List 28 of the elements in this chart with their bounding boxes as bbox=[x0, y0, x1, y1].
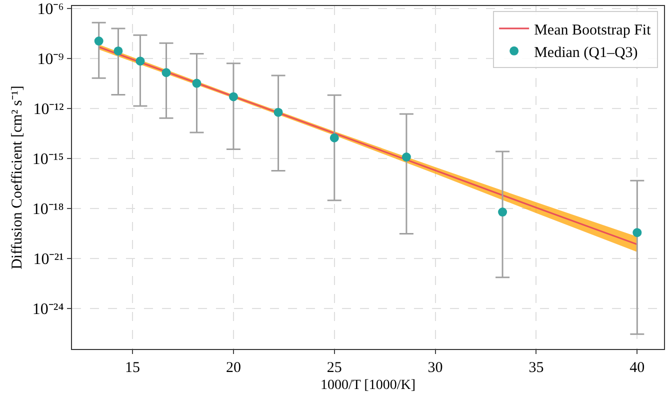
y-tick-label: 10⁻¹⁵ bbox=[32, 150, 64, 168]
point bbox=[228, 92, 238, 102]
x-tick-label: 20 bbox=[226, 360, 241, 376]
y-tick-label: 10⁻²⁴ bbox=[32, 300, 64, 318]
x-tick-label: 35 bbox=[528, 360, 544, 376]
y-tick-label: 10⁻¹² bbox=[33, 100, 64, 118]
point bbox=[94, 36, 104, 46]
x-tick-label: 15 bbox=[125, 360, 140, 376]
point bbox=[632, 228, 642, 238]
point bbox=[192, 78, 202, 88]
y-tick-label: 10⁻¹⁸ bbox=[32, 200, 64, 218]
point bbox=[402, 152, 411, 162]
y-axis-title: Diffusion Coefficient [cm² s⁻¹] bbox=[10, 86, 26, 270]
point bbox=[162, 68, 171, 78]
y-tick-label: 10⁻²¹ bbox=[33, 250, 64, 268]
x-tick-label: 40 bbox=[630, 360, 645, 376]
point bbox=[136, 56, 145, 66]
legend-label: Mean Bootstrap Fit bbox=[534, 22, 652, 38]
x-axis-title: 1000/T [1000/K] bbox=[320, 378, 416, 393]
legend-label: Median (Q1–Q3) bbox=[534, 44, 638, 61]
y-tick-label: 10⁻⁹ bbox=[37, 51, 64, 68]
y-tick-label: 10⁻⁶ bbox=[37, 1, 64, 18]
point bbox=[330, 133, 339, 142]
x-tick-label: 25 bbox=[326, 360, 342, 376]
point bbox=[274, 108, 283, 117]
point bbox=[498, 208, 508, 217]
x-tick-label: 30 bbox=[428, 360, 443, 376]
point bbox=[114, 46, 123, 56]
